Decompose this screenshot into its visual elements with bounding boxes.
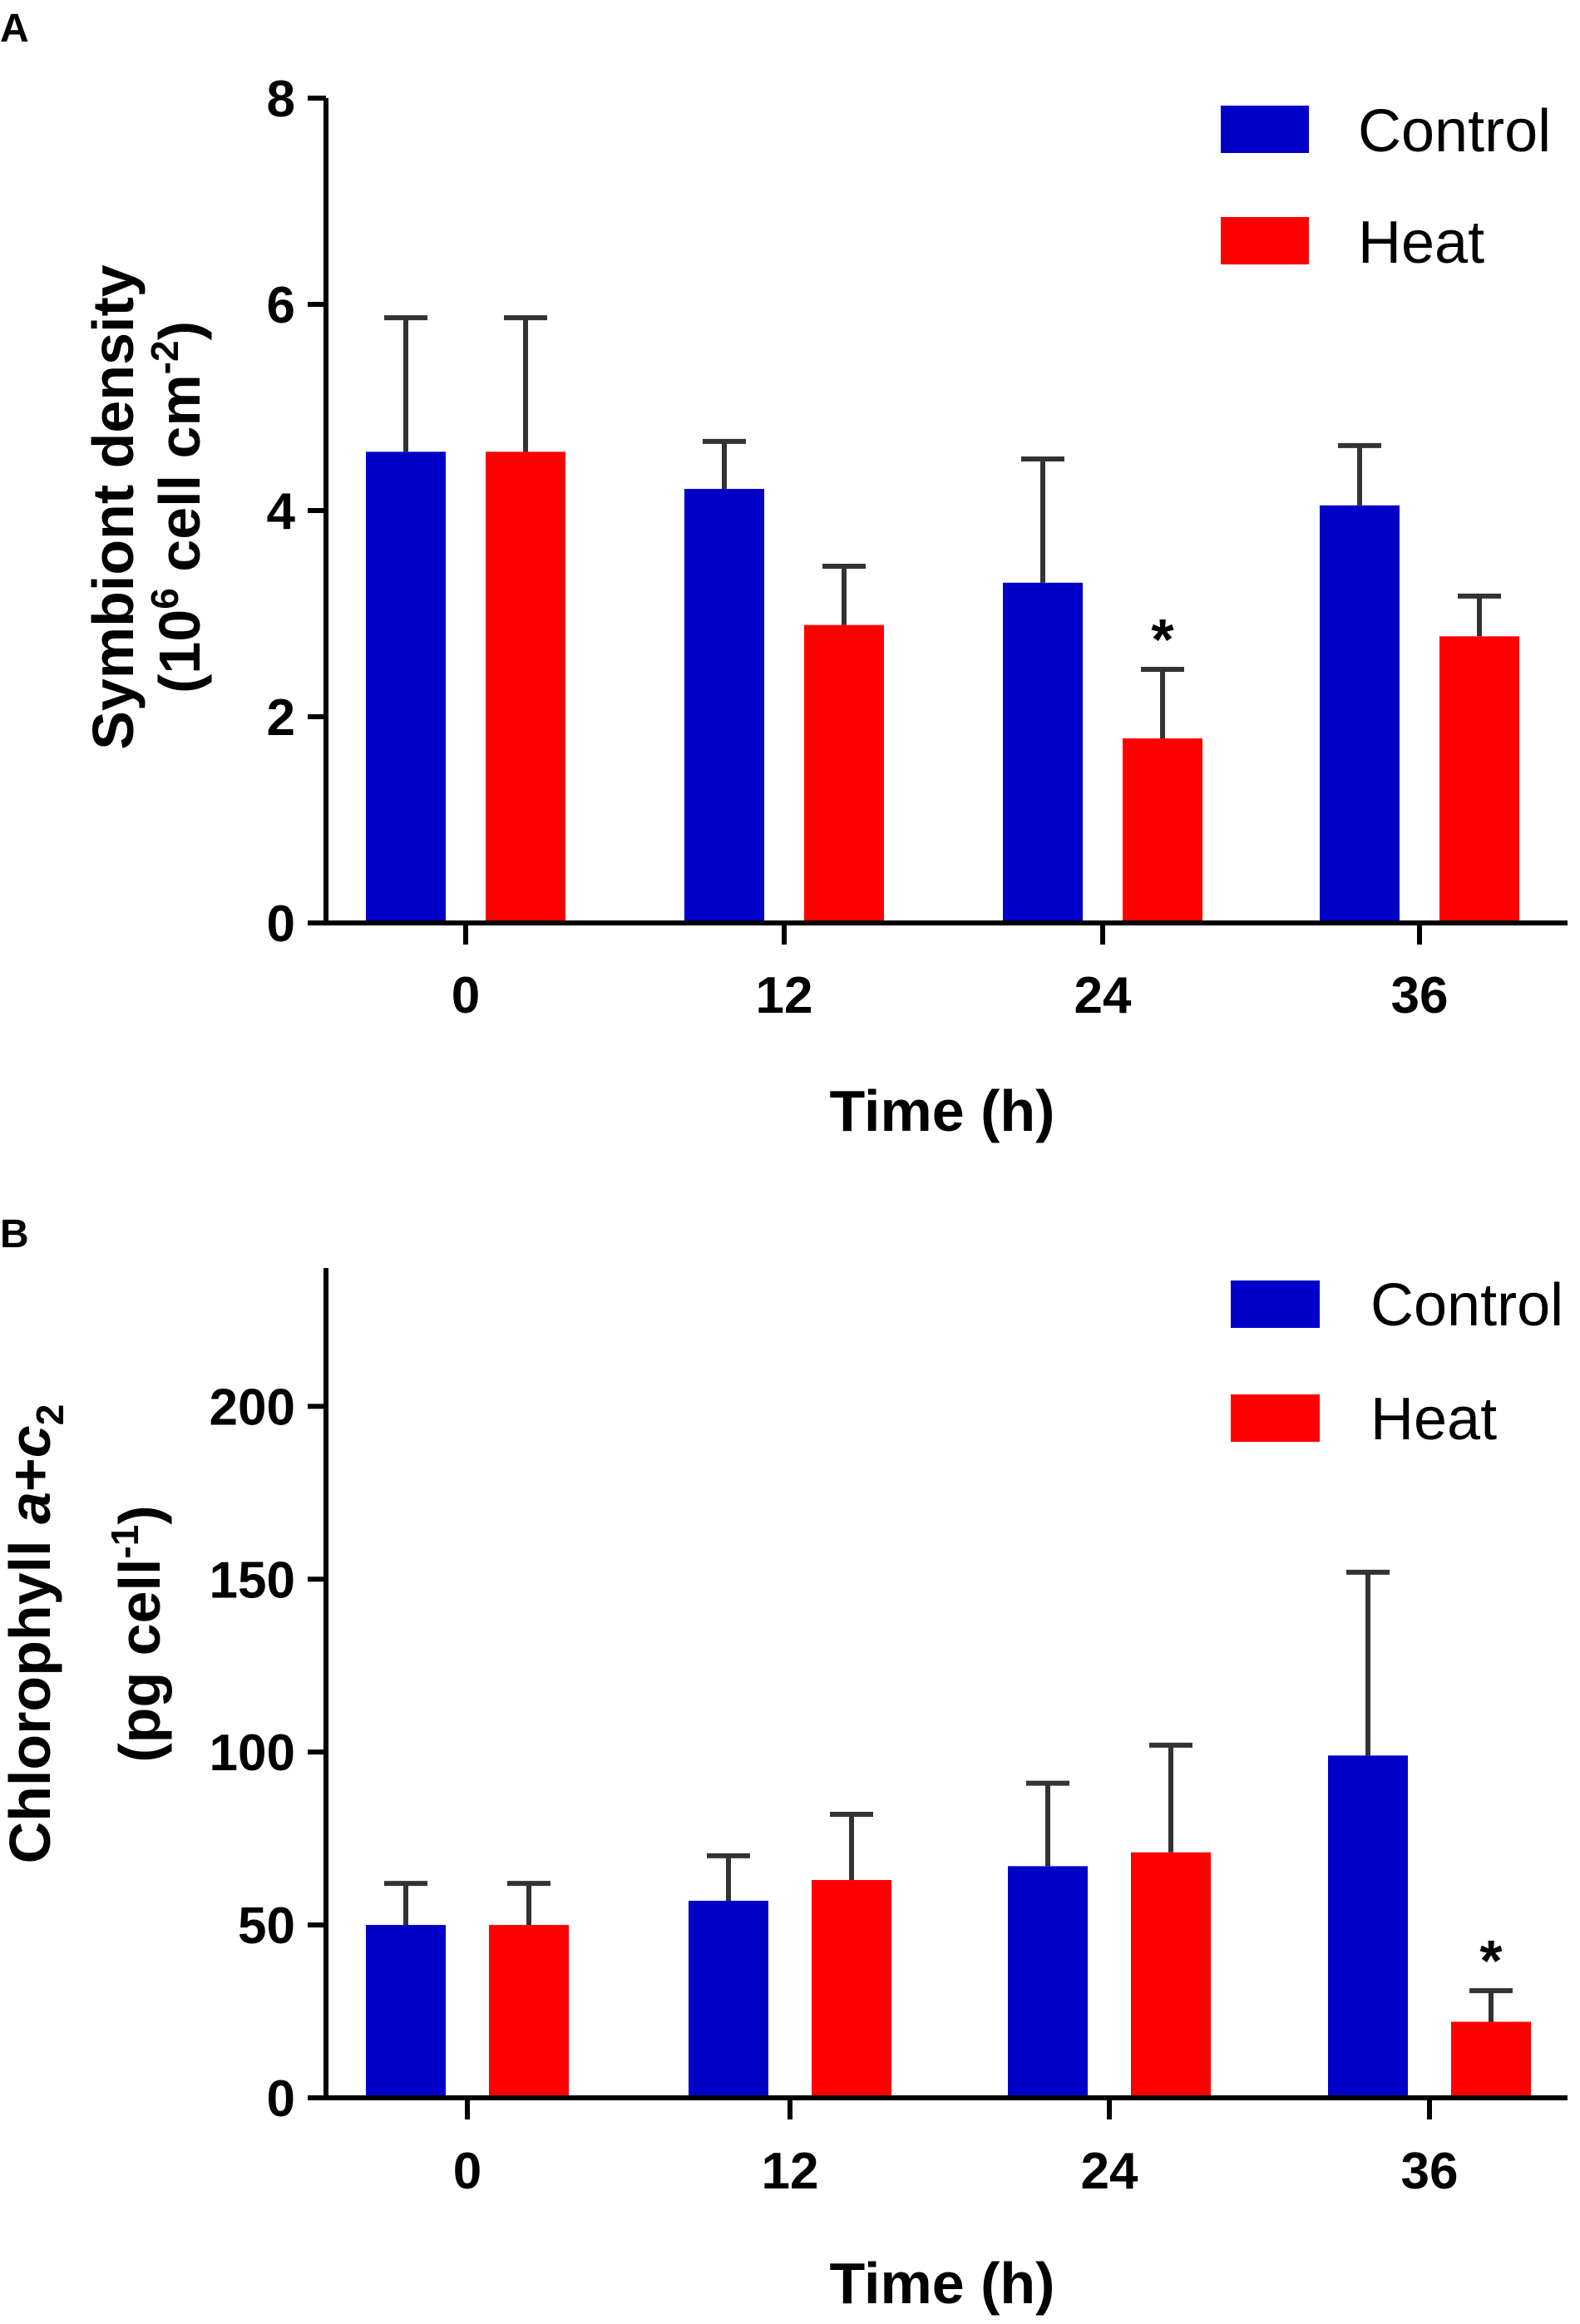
panel-b-ticks: 0 50 100 150 200 0 12 24 36	[210, 1379, 1459, 2200]
panel-b-ylabel-line2: (pg cell-1)	[103, 1505, 172, 1762]
bar-control-24	[1008, 1866, 1088, 2098]
panel-a: A Symbiont density (106 cell cm-2) * 024…	[0, 7, 1568, 1143]
panel-a-ylabel: Symbiont density (106 cell cm-2)	[81, 264, 212, 749]
legend-label-heat: Heat	[1370, 1386, 1497, 1453]
panel-a-ylabel-line2: (106 cell cm-2)	[143, 321, 212, 693]
x-tick-label: 24	[1081, 2143, 1138, 2200]
panel-a-ylabel-line1: Symbiont density	[81, 264, 146, 749]
bar-heat-36	[1439, 636, 1519, 923]
bar-control-24	[1003, 582, 1083, 923]
panel-a-letter: A	[0, 7, 29, 51]
bar-heat-12	[812, 1880, 891, 2098]
y-tick-label: 50	[238, 1897, 295, 1955]
panel-b-xlabel: Time (h)	[830, 2251, 1055, 2316]
panel-a-xlabel: Time (h)	[830, 1078, 1055, 1143]
panel-b-ylabel-line1: Chlorophyll a+c2	[0, 1404, 72, 1864]
bar-heat-0	[486, 451, 565, 923]
bar-heat-24	[1131, 1852, 1211, 2098]
x-tick-label: 24	[1074, 967, 1132, 1024]
y-tick-label: 200	[210, 1379, 295, 1436]
legend-swatch-control	[1221, 106, 1309, 153]
x-tick-label: 0	[452, 967, 480, 1024]
bar-control-36	[1328, 1755, 1408, 2098]
y-tick-label: 100	[210, 1724, 295, 1782]
x-tick-label: 0	[453, 2143, 481, 2200]
panel-b-plot-area: *	[366, 1569, 1531, 2098]
y-tick-label: 150	[210, 1552, 295, 1609]
panel-a-plot-area: *	[366, 315, 1519, 923]
legend-swatch-heat	[1231, 1394, 1320, 1442]
panel-b-legend: Control Heat	[1231, 1272, 1563, 1453]
bar-control-12	[689, 1900, 768, 2098]
legend-label-control: Control	[1370, 1272, 1563, 1339]
panel-b: B Chlorophyll a+c2 (pg cell-1) * 0 50 100 1…	[0, 1212, 1568, 2316]
y-tick-label: 2	[267, 689, 295, 747]
legend-label-control: Control	[1358, 98, 1551, 165]
x-tick-label: 12	[756, 967, 813, 1024]
legend-swatch-control	[1231, 1280, 1320, 1328]
y-tick-label: 0	[267, 2070, 295, 2128]
bar-heat-24	[1123, 738, 1202, 923]
y-tick-label: 6	[267, 277, 295, 334]
x-tick-label: 36	[1401, 2143, 1459, 2200]
significance-star: *	[1151, 607, 1174, 672]
y-tick-label: 4	[267, 483, 296, 540]
panel-b-ylabel: Chlorophyll a+c2 (pg cell-1)	[0, 1404, 172, 1864]
legend-swatch-heat	[1221, 217, 1309, 264]
significance-star: *	[1479, 1928, 1503, 1993]
y-tick-label: 8	[267, 71, 295, 128]
bar-heat-12	[804, 624, 884, 923]
bar-control-0	[366, 1925, 446, 2098]
bar-heat-36	[1451, 2021, 1531, 2098]
x-tick-label: 36	[1391, 967, 1449, 1024]
x-tick-label: 12	[762, 2143, 819, 2200]
bar-control-12	[684, 488, 764, 923]
bar-control-0	[366, 451, 446, 923]
y-tick-label: 0	[267, 896, 295, 953]
panel-a-legend: Control Heat	[1221, 98, 1551, 276]
panel-b-letter: B	[0, 1212, 29, 1256]
bar-control-36	[1320, 505, 1400, 923]
legend-label-heat: Heat	[1358, 210, 1484, 276]
bar-heat-0	[489, 1925, 569, 2098]
